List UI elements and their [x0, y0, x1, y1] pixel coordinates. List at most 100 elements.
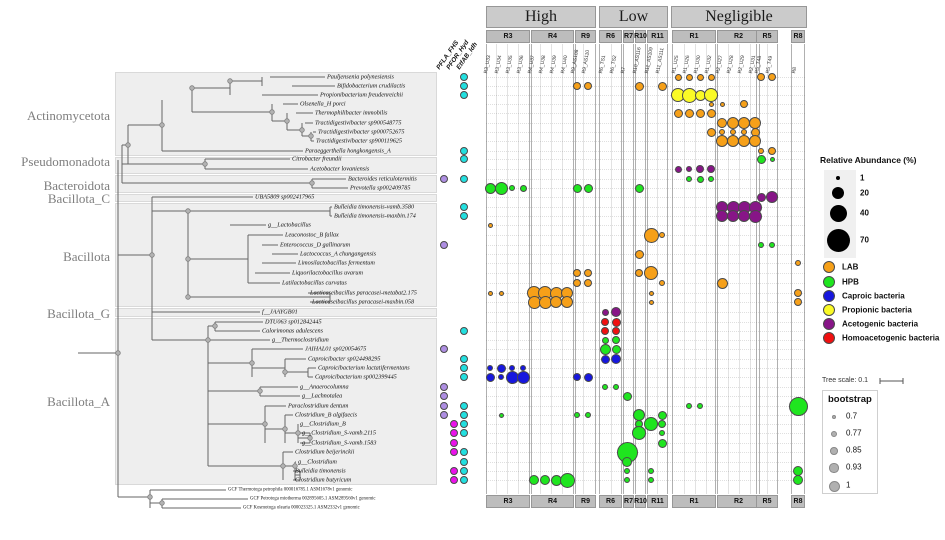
abundance-bubble [487, 365, 493, 371]
abundance-bubble [719, 101, 725, 107]
abundance-bubble [611, 307, 621, 317]
gene-dot-etfab [459, 428, 469, 438]
species-label: GCF Thermotoga petrophila 000016785.1 AS… [228, 487, 353, 493]
abundance-bubble [717, 118, 727, 128]
abundance-bubble [611, 354, 621, 364]
phylum-panel [115, 318, 437, 485]
size-legend-value: 20 [860, 188, 869, 198]
row-guide [486, 95, 805, 96]
reactor-band-bottom-R3: R3 [486, 495, 530, 508]
abundance-bubble [602, 384, 608, 390]
species-label: Olsenella_H porci [300, 100, 346, 108]
abundance-bubble [601, 336, 609, 344]
column-separator [561, 44, 563, 494]
species-label: Latilactobacillus curvatus [282, 279, 347, 287]
color-legend-label: Propionic bacteria [842, 305, 912, 315]
size-legend-circle [826, 228, 850, 252]
gene-dot-pfor [449, 438, 459, 448]
abundance-bubble [624, 477, 630, 483]
abundance-bubble [704, 88, 718, 102]
abundance-bubble [686, 176, 692, 182]
species-label: g__Lachnotalea [302, 392, 343, 400]
reactor-frame-R8 [791, 44, 805, 494]
abundance-bubble [643, 227, 659, 243]
tree-scale-bar [879, 378, 904, 384]
column-separator [705, 44, 707, 494]
bootstrap-node [292, 463, 298, 469]
species-label: DTU063 sp012842445 [265, 318, 322, 326]
abundance-bubble [561, 296, 573, 308]
abundance-bubble [788, 396, 808, 416]
abundance-bubble [696, 175, 704, 183]
row-guide [486, 263, 805, 264]
row-guide [486, 123, 805, 124]
species-label: Acetobacter lovaniensis [310, 165, 370, 173]
gene-dot-etfab [459, 372, 469, 382]
abundance-bubble [768, 73, 776, 81]
bootstrap-node [282, 369, 288, 375]
bootstrap-node [205, 337, 211, 343]
gene-dot-etfab [459, 202, 469, 212]
phylum-panel [115, 203, 437, 307]
gene-dot-etfab [459, 72, 469, 82]
phylum-label: Pseudomonadota [21, 154, 110, 169]
reactor-frame-R2 [717, 44, 760, 494]
abundance-bubble [793, 475, 803, 485]
gene-dot-etfab [459, 401, 469, 411]
abundance-bubble [644, 417, 658, 431]
species-label: Pauljensenia polynesiensis [327, 73, 394, 81]
abundance-bubble [519, 184, 527, 192]
row-guide [486, 151, 805, 152]
reactor-band-top-R6: R6 [599, 30, 622, 43]
abundance-bubble [673, 108, 683, 118]
gene-dot-etfab [459, 466, 469, 476]
abundance-bubble [706, 127, 716, 137]
bootstrap-node [249, 360, 255, 366]
row-guide [486, 349, 805, 350]
reactor-frame-R5 [756, 44, 778, 494]
abundance-bubble [697, 403, 703, 409]
abundance-bubble [719, 129, 725, 135]
gene-dot-pfla [439, 410, 449, 420]
bootstrap-legend-circle [828, 480, 840, 492]
row-guide [486, 141, 805, 142]
size-legend-value: 1 [860, 173, 865, 183]
abundance-bubble [634, 183, 644, 193]
abundance-bubble [574, 412, 580, 418]
abundance-bubble [730, 129, 736, 135]
species-label: Tractidigestivibacter sp900119625 [316, 137, 402, 145]
abundance-bubble [685, 73, 693, 81]
species-label: g__Anaerocolumna [300, 383, 349, 391]
reactor-band-top-R11: R11 [647, 30, 668, 43]
abundance-bubble [795, 260, 801, 266]
column-separator [738, 44, 740, 494]
abundance-bubble [766, 191, 778, 203]
species-label: g__Clostridium_S-vamb.2115 [302, 429, 376, 437]
abundance-bubble [634, 81, 644, 91]
bootstrap-node [159, 500, 165, 506]
gene-dot-etfab [459, 90, 469, 100]
abundance-bubble [584, 82, 592, 90]
abundance-bubble [509, 185, 515, 191]
species-label: g__Clostridium_B [300, 420, 346, 428]
row-guide [486, 480, 805, 481]
column-separator [727, 44, 729, 494]
phylum-label: Actinomycetota [26, 108, 110, 123]
abundance-bubble [758, 242, 764, 248]
reactor-band-top-R1: R1 [672, 30, 716, 43]
species-label: Thermophilibacter immobilis [315, 109, 388, 117]
row-guide [486, 322, 805, 323]
reactor-band-top-R4: R4 [531, 30, 574, 43]
abundance-bubble [648, 299, 654, 305]
bootstrap-node [212, 323, 218, 329]
gene-dot-pfla [439, 240, 449, 250]
bootstrap-legend-value: 1 [846, 480, 851, 490]
abundance-bubble [540, 475, 550, 485]
abundance-bubble [648, 468, 654, 474]
species-label: JAIHAL01 sp020054675 [305, 345, 367, 353]
group-header-high: High [486, 6, 596, 28]
gene-dot-etfab [459, 354, 469, 364]
row-guide [486, 443, 805, 444]
row-guide [486, 462, 805, 463]
